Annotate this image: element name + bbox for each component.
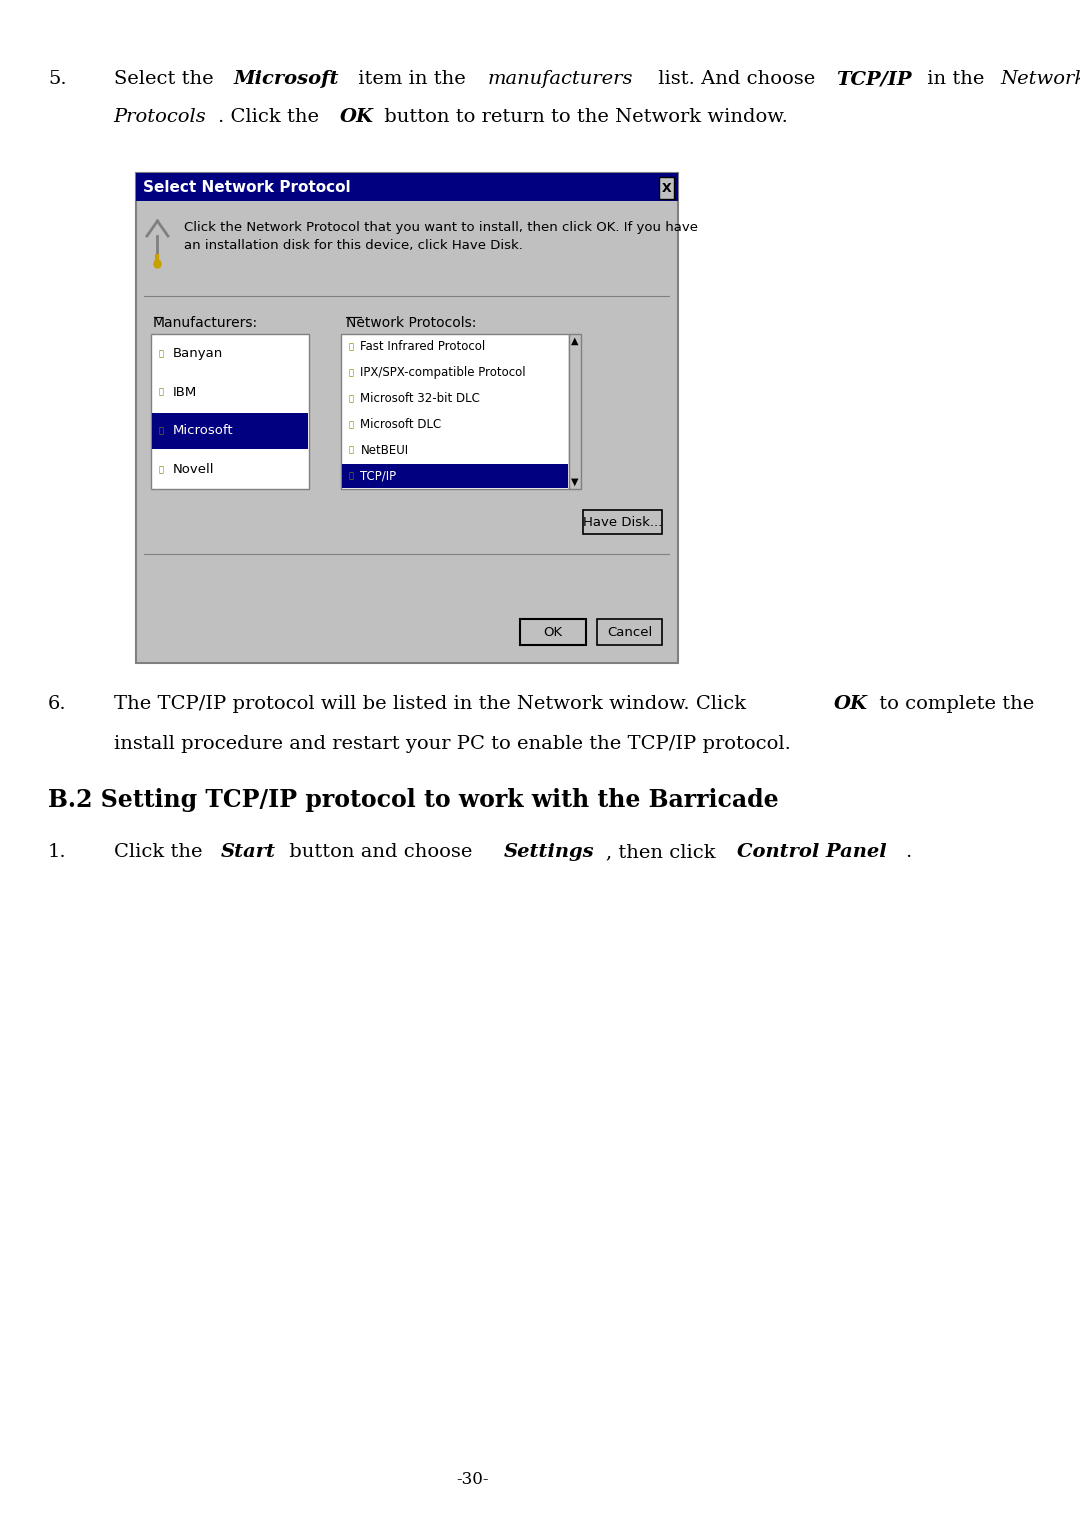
- Bar: [521, 619, 586, 645]
- Text: Click the Network Protocol that you want to install, then click OK. If you have
: Click the Network Protocol that you want…: [184, 221, 698, 251]
- Text: 🖧: 🖧: [348, 472, 353, 480]
- Text: .: .: [905, 843, 912, 862]
- Text: 1.: 1.: [49, 843, 67, 862]
- Text: Microsoft: Microsoft: [233, 71, 339, 87]
- Text: OK: OK: [339, 107, 374, 126]
- Text: 🖧: 🖧: [348, 420, 353, 429]
- Bar: [151, 334, 309, 489]
- Text: . Click the: . Click the: [218, 107, 326, 126]
- Bar: [596, 619, 662, 645]
- Text: Select Network Protocol: Select Network Protocol: [143, 179, 350, 195]
- Text: Protocols: Protocols: [113, 107, 206, 126]
- Text: X: X: [662, 181, 672, 195]
- Text: 🖧: 🖧: [348, 446, 353, 455]
- Text: in the: in the: [921, 71, 991, 87]
- Text: 🖧: 🖧: [348, 394, 353, 403]
- Text: , then click: , then click: [606, 843, 721, 862]
- Text: Network: Network: [1000, 71, 1080, 87]
- Text: 🖧: 🖧: [159, 464, 163, 474]
- Bar: [136, 173, 678, 662]
- Text: Control Panel: Control Panel: [737, 843, 887, 862]
- Text: Click the: Click the: [113, 843, 208, 862]
- Text: Novell: Novell: [173, 463, 215, 477]
- Text: button and choose: button and choose: [283, 843, 478, 862]
- Text: Settings: Settings: [503, 843, 594, 862]
- Text: 🖧: 🖧: [348, 342, 353, 351]
- Text: Microsoft: Microsoft: [173, 425, 234, 437]
- Bar: [341, 334, 568, 489]
- Text: 5.: 5.: [49, 71, 67, 87]
- Bar: [136, 173, 678, 201]
- Text: Select the: Select the: [113, 71, 219, 87]
- Text: 🖧: 🖧: [159, 426, 163, 435]
- Text: list. And choose: list. And choose: [652, 71, 815, 87]
- Text: NetBEUI: NetBEUI: [361, 443, 408, 457]
- Text: IBM: IBM: [173, 386, 198, 399]
- Text: Start: Start: [220, 843, 275, 862]
- Text: Banyan: Banyan: [173, 346, 224, 360]
- Bar: [659, 176, 674, 199]
- Text: Cancel: Cancel: [607, 625, 652, 639]
- Text: button to return to the Network window.: button to return to the Network window.: [378, 107, 787, 126]
- Text: TCP/IP: TCP/IP: [361, 469, 396, 483]
- Text: 6.: 6.: [49, 694, 67, 713]
- Text: install procedure and restart your PC to enable the TCP/IP protocol.: install procedure and restart your PC to…: [113, 734, 791, 753]
- Text: ▲: ▲: [571, 336, 579, 346]
- Text: ▼: ▼: [571, 477, 579, 487]
- Text: Network Protocols:: Network Protocols:: [346, 316, 476, 330]
- Text: TCP/IP: TCP/IP: [836, 71, 912, 87]
- Text: IPX/SPX-compatible Protocol: IPX/SPX-compatible Protocol: [361, 366, 526, 379]
- Text: item in the: item in the: [352, 71, 472, 87]
- Bar: [583, 510, 662, 533]
- Text: Have Disk...: Have Disk...: [583, 515, 662, 529]
- Text: 🖧: 🖧: [348, 368, 353, 377]
- Bar: [568, 334, 581, 489]
- Text: B.2 Setting TCP/IP protocol to work with the Barricade: B.2 Setting TCP/IP protocol to work with…: [49, 788, 779, 812]
- Text: OK: OK: [543, 625, 563, 639]
- Text: Fast Infrared Protocol: Fast Infrared Protocol: [361, 340, 486, 354]
- Bar: [152, 412, 308, 449]
- Bar: [342, 464, 568, 487]
- Text: Manufacturers:: Manufacturers:: [153, 316, 258, 330]
- Text: 🖧: 🖧: [159, 350, 163, 357]
- Text: OK: OK: [834, 694, 868, 713]
- Circle shape: [154, 261, 161, 268]
- Text: manufacturers: manufacturers: [488, 71, 633, 87]
- Text: Microsoft 32-bit DLC: Microsoft 32-bit DLC: [361, 392, 481, 405]
- Text: Microsoft DLC: Microsoft DLC: [361, 419, 442, 431]
- Text: The TCP/IP protocol will be listed in the Network window. Click: The TCP/IP protocol will be listed in th…: [113, 694, 752, 713]
- Text: to complete the: to complete the: [873, 694, 1034, 713]
- Text: 🖧: 🖧: [159, 388, 163, 397]
- Text: -30-: -30-: [456, 1472, 488, 1489]
